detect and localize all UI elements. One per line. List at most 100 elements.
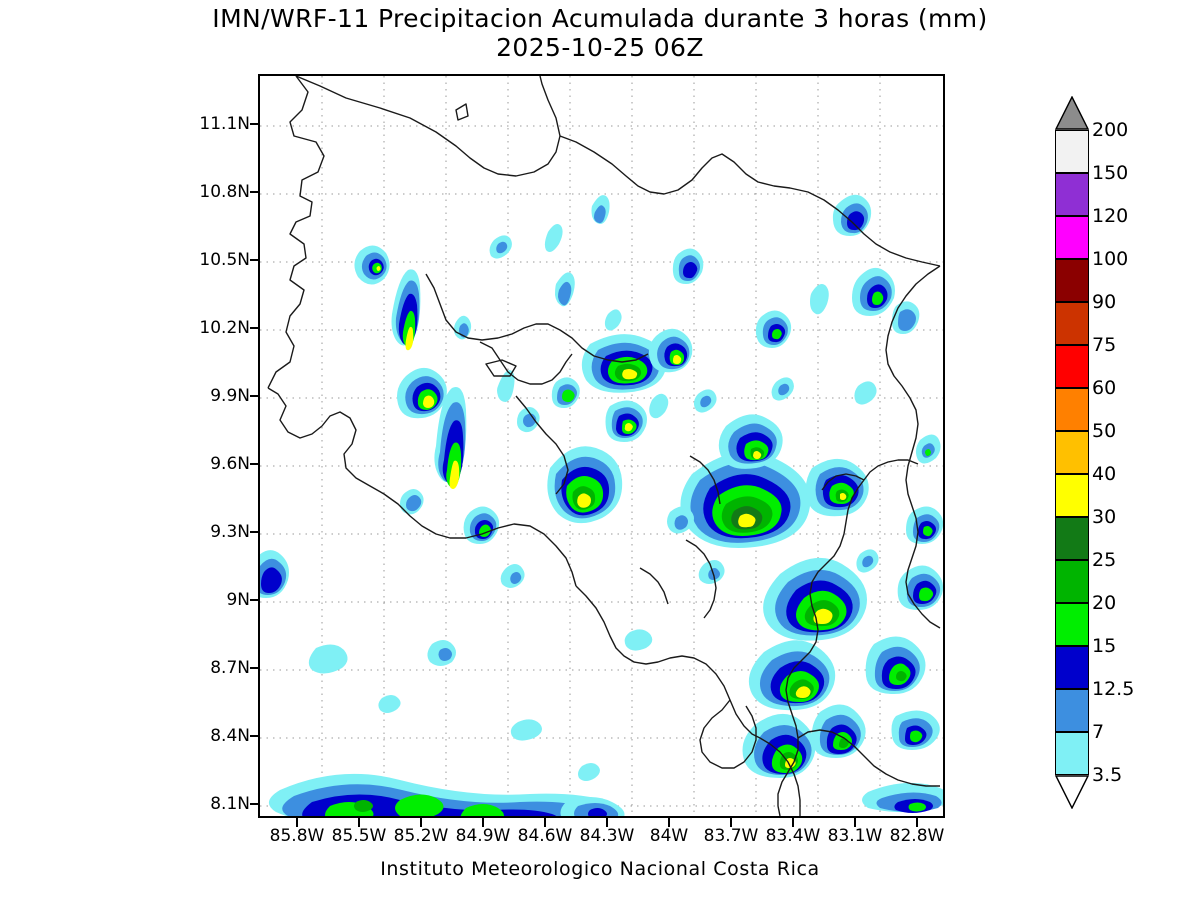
colorbar-label: 100 bbox=[1092, 248, 1129, 270]
y-tick-mark bbox=[250, 327, 259, 329]
precip-cell-caribbean-slope-main bbox=[680, 451, 811, 548]
precip-cell-caribbean-north-a bbox=[755, 310, 792, 348]
y-tick-label: 8.1N bbox=[210, 794, 250, 814]
colorbar-cell-120-150 bbox=[1055, 173, 1089, 216]
precip-cell-golfo-dulce-a bbox=[742, 713, 816, 778]
colorbar-label: 15 bbox=[1092, 635, 1117, 657]
precip-cell-southeast-edge-a bbox=[897, 565, 943, 610]
y-tick-mark bbox=[250, 735, 259, 737]
precip-cell-south-nicoya-band bbox=[269, 773, 622, 816]
colorbar-label: 25 bbox=[1092, 549, 1117, 571]
precip-cell-south-8-4n bbox=[891, 710, 940, 750]
precip-cell-caribbean-north-c bbox=[591, 195, 610, 224]
precip-cell-caribbean-north-d bbox=[555, 272, 575, 307]
colorbar-cell-25-30 bbox=[1055, 517, 1089, 560]
y-tick-mark bbox=[250, 599, 259, 601]
coastline-borders bbox=[267, 76, 941, 816]
colorbar-label: 7 bbox=[1092, 721, 1105, 743]
x-tick-mark bbox=[668, 818, 670, 827]
precip-cell-central-pacific-core bbox=[547, 446, 623, 524]
footer-credit: Instituto Meteorologico Nacional Costa R… bbox=[380, 858, 820, 880]
precip-cell-caribbean-coast-c bbox=[810, 284, 829, 315]
y-tick-label: 8.4N bbox=[210, 726, 250, 746]
colorbar-cell-12.5-15 bbox=[1055, 646, 1089, 689]
precip-cell-central-scatter-a bbox=[497, 370, 515, 402]
colorbar-label: 90 bbox=[1092, 291, 1117, 313]
precip-cell-caribbean-slope-north bbox=[718, 414, 783, 469]
precip-cell-southeast-corner bbox=[865, 636, 926, 694]
y-tick-mark bbox=[250, 123, 259, 125]
y-tick-mark bbox=[250, 191, 259, 193]
x-tick-mark bbox=[358, 818, 360, 827]
x-tick-label: 83.1W bbox=[827, 826, 883, 846]
precip-cell-west-coast-9n bbox=[260, 550, 289, 598]
colorbar-cell-100-120 bbox=[1055, 216, 1089, 259]
x-tick-mark bbox=[606, 818, 608, 827]
colorbar-cell-150-200 bbox=[1055, 130, 1089, 173]
precip-cell-central-band-east bbox=[648, 328, 693, 373]
x-axis: 85.8W 85.5W 85.2W 84.9W 84.6W 84.3W 84W … bbox=[0, 826, 1200, 850]
chart-title-block: IMN/WRF-11 Precipitacion Acumulada duran… bbox=[0, 4, 1200, 62]
colorbar-label: 60 bbox=[1092, 377, 1117, 399]
y-axis: 11.1N 10.8N 10.5N 10.2N 9.9N 9.6N 9.3N 9… bbox=[150, 0, 250, 900]
x-tick-label: 84.9W bbox=[455, 826, 511, 846]
colorbar-cell-50-60 bbox=[1055, 388, 1089, 431]
colorbar-cell-3.5-7 bbox=[1055, 732, 1089, 775]
y-tick-mark bbox=[250, 395, 259, 397]
precip-cell-southeast-edge-b bbox=[906, 506, 943, 544]
colorbar-bottom-arrow-icon bbox=[1055, 775, 1089, 809]
colorbar-cell-7-12.5 bbox=[1055, 689, 1089, 732]
colorbar-cell-60-75 bbox=[1055, 345, 1089, 388]
y-tick-label: 9.6N bbox=[210, 454, 250, 474]
y-tick-label: 9N bbox=[226, 590, 250, 610]
colorbar bbox=[1055, 96, 1089, 818]
precip-cell-central-band-main bbox=[581, 334, 667, 393]
page-subtitle: 2025-10-25 06Z bbox=[496, 33, 704, 62]
colorbar-label: 12.5 bbox=[1092, 678, 1135, 700]
precip-cell-caribbean-slope-east bbox=[805, 458, 869, 517]
precip-cell-nicoya-small-a bbox=[463, 506, 500, 544]
colorbar-cell-15-20 bbox=[1055, 603, 1089, 646]
precip-cell-nicoya-peninsula bbox=[434, 386, 467, 489]
colorbar-label: 40 bbox=[1092, 463, 1117, 485]
x-tick-label: 84W bbox=[649, 826, 689, 846]
precipitation-contours bbox=[260, 194, 943, 816]
y-tick-label: 10.2N bbox=[199, 318, 250, 338]
y-tick-label: 8.7N bbox=[210, 658, 250, 678]
colorbar-label: 75 bbox=[1092, 334, 1117, 356]
precip-cell-scatter-misc bbox=[378, 224, 941, 781]
colorbar-label: 200 bbox=[1092, 119, 1129, 141]
precip-cell-talamanca-south bbox=[748, 640, 836, 711]
y-tick-label: 10.5N bbox=[199, 250, 250, 270]
x-tick-label: 84.6W bbox=[517, 826, 573, 846]
precip-cell-caribbean-coast-b bbox=[852, 267, 895, 316]
x-tick-mark bbox=[916, 818, 918, 827]
map-plot-area bbox=[258, 74, 945, 818]
x-tick-label: 85.5W bbox=[331, 826, 387, 846]
x-tick-label: 82.8W bbox=[889, 826, 945, 846]
precip-cell-caribbean-coast-a bbox=[832, 194, 872, 236]
x-tick-label: 85.2W bbox=[393, 826, 449, 846]
precip-cell-central-ridge-b bbox=[551, 377, 580, 408]
colorbar-label: 150 bbox=[1092, 162, 1129, 184]
x-tick-mark bbox=[854, 818, 856, 827]
colorbar-cell-30-40 bbox=[1055, 474, 1089, 517]
colorbar-label: 30 bbox=[1092, 506, 1117, 528]
precip-cell-caribbean-north-b bbox=[672, 248, 704, 284]
y-tick-mark bbox=[250, 531, 259, 533]
y-tick-mark bbox=[250, 259, 259, 261]
precip-cell-talamanca-main bbox=[763, 557, 867, 641]
x-tick-mark bbox=[792, 818, 794, 827]
y-tick-mark bbox=[250, 667, 259, 669]
x-tick-mark bbox=[544, 818, 546, 827]
y-tick-mark bbox=[250, 803, 259, 805]
colorbar-label: 50 bbox=[1092, 420, 1117, 442]
colorbar-cell-75-90 bbox=[1055, 302, 1089, 345]
precipitation-map bbox=[260, 76, 943, 816]
colorbar-cell-40-50 bbox=[1055, 431, 1089, 474]
x-tick-mark bbox=[296, 818, 298, 827]
precip-cell-bottom-right-corner bbox=[862, 782, 943, 813]
precip-cell-west-coast-8-6n bbox=[308, 644, 348, 674]
x-tick-mark bbox=[420, 818, 422, 827]
y-tick-label: 11.1N bbox=[199, 114, 250, 134]
